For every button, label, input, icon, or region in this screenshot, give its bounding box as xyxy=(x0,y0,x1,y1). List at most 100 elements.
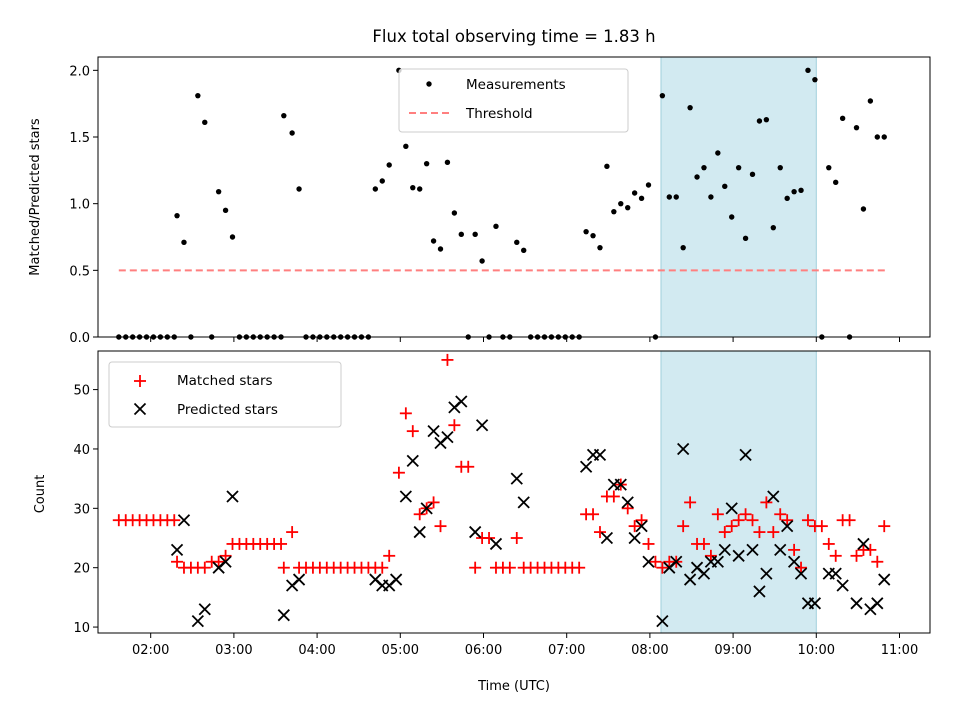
predicted-point xyxy=(725,502,738,515)
measurement-point xyxy=(729,214,735,220)
bottom-legend-box xyxy=(108,361,342,428)
matched-point xyxy=(573,561,586,574)
y-tick-label: 20 xyxy=(73,562,90,577)
predicted-point xyxy=(517,496,530,509)
matched-point xyxy=(774,508,787,521)
measurement-point xyxy=(403,143,409,150)
matched-point xyxy=(760,496,773,509)
legend-predicted-label: Predicted stars xyxy=(177,402,278,418)
predicted-point xyxy=(441,430,454,444)
measurement-point xyxy=(289,130,295,136)
matched-point xyxy=(587,508,600,521)
matched-point xyxy=(462,460,475,473)
top-legend-box xyxy=(398,68,629,133)
measurement-point xyxy=(472,231,478,238)
matched-point xyxy=(383,549,396,562)
measurement-point xyxy=(659,92,666,99)
x-tick-label: 07:00 xyxy=(548,643,585,658)
measurement-point xyxy=(514,239,520,246)
measurement-point xyxy=(444,159,451,166)
top-axes-frame xyxy=(97,56,931,338)
measurement-point xyxy=(826,164,832,171)
measurement-point xyxy=(798,187,804,194)
matched-point xyxy=(286,526,299,539)
measurement-point xyxy=(638,195,645,202)
measurement-point xyxy=(701,164,707,171)
legend-measurements-label: Measurements xyxy=(466,77,566,93)
measurement-point xyxy=(590,232,596,239)
measurement-point xyxy=(687,104,693,111)
matched-point xyxy=(406,425,419,438)
matched-point xyxy=(628,520,641,533)
x-tick-label: 03:00 xyxy=(215,643,252,658)
top-panel: 0.00.51.01.52.0 Matched/Predicted stars … xyxy=(28,56,931,346)
matched-point xyxy=(656,561,669,574)
measurement-point xyxy=(618,200,624,207)
y-tick-label: 0.0 xyxy=(69,331,90,346)
predicted-point xyxy=(413,525,426,539)
matched-point xyxy=(198,561,211,574)
x-tick-label: 05:00 xyxy=(382,643,419,658)
predicted-point xyxy=(191,614,204,628)
measurement-point xyxy=(777,164,783,171)
measurement-point xyxy=(770,224,777,231)
matched-point xyxy=(746,514,759,527)
top-legend: Measurements Threshold xyxy=(398,68,629,133)
matched-point xyxy=(781,514,794,527)
shaded-region xyxy=(660,57,817,337)
predicted-point xyxy=(871,597,884,610)
measurement-point xyxy=(694,174,700,180)
predicted-point xyxy=(739,448,752,462)
matched-point xyxy=(711,508,724,521)
measurement-point xyxy=(784,195,790,202)
measurement-point xyxy=(763,116,770,123)
predicted-point xyxy=(760,567,773,580)
measurement-point xyxy=(423,160,430,167)
matched-point xyxy=(635,514,648,527)
predicted-point xyxy=(455,395,468,408)
predicted-point xyxy=(226,490,239,503)
measurement-point xyxy=(195,92,201,99)
measurement-point xyxy=(874,134,881,140)
matched-point xyxy=(684,496,697,509)
predicted-point xyxy=(469,525,482,539)
measurement-point xyxy=(742,235,749,242)
matched-point xyxy=(725,520,738,533)
predicted-point xyxy=(593,448,607,462)
matched-point xyxy=(878,520,891,533)
measurement-point xyxy=(451,210,458,216)
measurement-point xyxy=(680,244,686,251)
predicted-point xyxy=(850,597,863,610)
predicted-point xyxy=(510,472,523,485)
measurement-point xyxy=(458,231,465,238)
matched-point xyxy=(503,561,516,574)
matched-point xyxy=(815,520,828,533)
predicted-point xyxy=(718,543,731,557)
measurement-point xyxy=(666,194,673,200)
measurement-point xyxy=(386,162,392,168)
matched-point xyxy=(607,490,620,503)
chart-title: Flux total observing time = 1.83 h xyxy=(372,27,655,46)
measurement-point xyxy=(631,190,638,196)
matched-point xyxy=(864,543,877,556)
predicted-point xyxy=(878,573,891,586)
measurement-point xyxy=(625,204,631,211)
measurement-point xyxy=(708,194,714,200)
predicted-point xyxy=(808,597,822,610)
predicted-point xyxy=(781,520,794,533)
matched-point xyxy=(850,549,863,562)
matched-point xyxy=(427,496,440,509)
y-tick-label: 50 xyxy=(73,384,90,399)
predicted-point xyxy=(677,442,690,456)
measurement-point xyxy=(430,238,437,244)
predicted-point xyxy=(177,514,191,527)
measurement-point xyxy=(604,163,610,170)
predicted-point xyxy=(579,460,593,473)
measurement-point xyxy=(853,124,860,131)
measurement-point xyxy=(521,247,527,254)
predicted-point xyxy=(774,543,787,557)
matched-point xyxy=(795,561,808,574)
predicted-point xyxy=(697,567,711,580)
predicted-point xyxy=(277,609,290,622)
